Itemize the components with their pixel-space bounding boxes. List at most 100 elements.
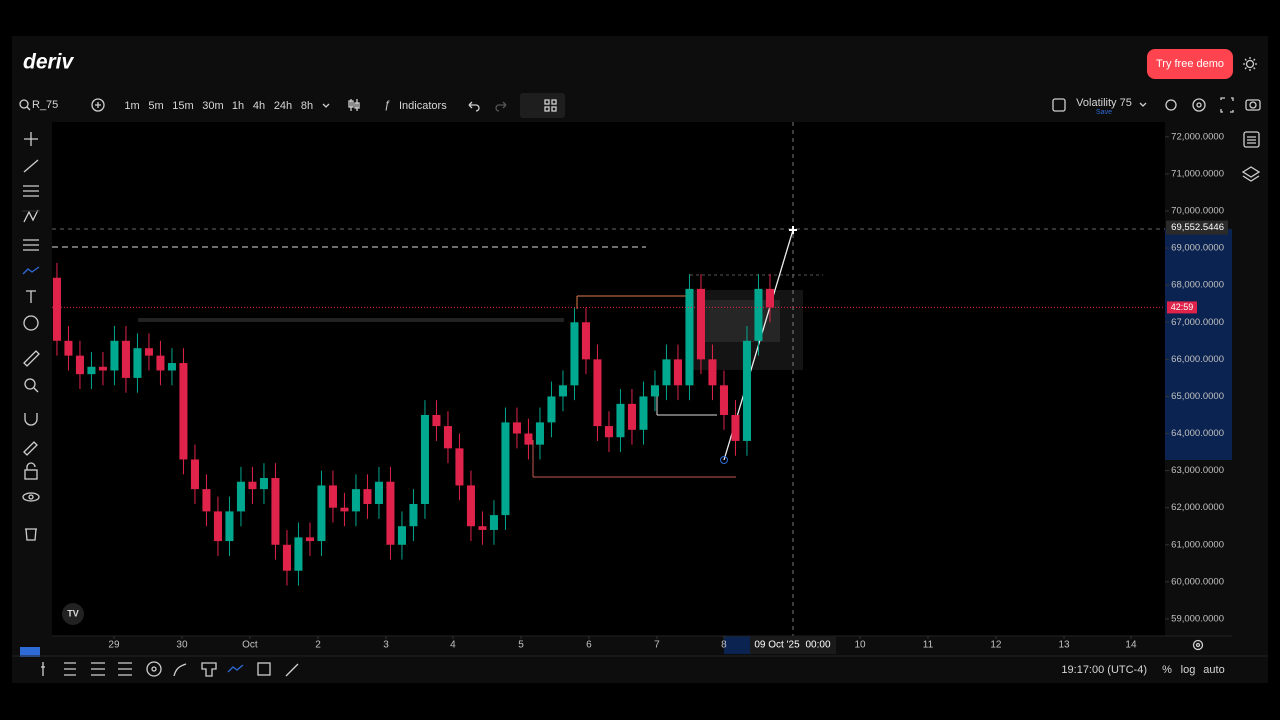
- logo[interactable]: deriv: [23, 51, 75, 74]
- drawing-tools[interactable]: [22, 132, 40, 541]
- candle-body: [156, 355, 165, 371]
- indicators-icon[interactable]: ƒ: [384, 99, 390, 111]
- candle-body: [374, 481, 383, 504]
- crosshair-time: 00:00: [805, 640, 830, 651]
- candle-body: [765, 288, 774, 308]
- candle-body: [616, 403, 625, 438]
- candle-body: [294, 537, 303, 571]
- candle-body: [535, 422, 544, 445]
- candle-body: [64, 340, 73, 356]
- candle-body: [110, 340, 119, 371]
- timeframe-button[interactable]: 1h: [232, 100, 244, 112]
- y-tick-label: 71,000.0000: [1171, 168, 1224, 179]
- save-link[interactable]: Save: [1096, 109, 1112, 116]
- candle-body: [167, 363, 176, 371]
- log-toggle[interactable]: log: [1181, 664, 1196, 676]
- auto-toggle[interactable]: auto: [1203, 664, 1224, 676]
- crosshair-date: 09 Oct '25: [754, 640, 800, 651]
- indicators-button[interactable]: Indicators: [399, 100, 447, 112]
- timeframe-button[interactable]: 30m: [202, 100, 223, 112]
- timeframe-button[interactable]: 1m: [124, 100, 139, 112]
- candle-body: [685, 288, 694, 386]
- candle-body: [225, 511, 234, 542]
- timeframe-button[interactable]: 4h: [253, 100, 265, 112]
- candle-body: [190, 459, 199, 490]
- timeframe-button[interactable]: 15m: [172, 100, 193, 112]
- candle-body: [87, 366, 96, 375]
- candle-body: [731, 414, 740, 441]
- demo-button[interactable]: [1147, 49, 1233, 79]
- x-tick-label: 5: [518, 640, 524, 651]
- candle-body: [708, 359, 717, 386]
- market-name[interactable]: Volatility 75: [1076, 97, 1132, 109]
- candle-body: [466, 485, 475, 527]
- x-tick-label: 29: [108, 640, 120, 651]
- candles: [52, 262, 774, 586]
- tv-logo[interactable]: [62, 603, 84, 625]
- y-tick-label: 63,000.0000: [1171, 465, 1224, 476]
- timeframe-button[interactable]: 24h: [274, 100, 292, 112]
- candle-body: [75, 355, 84, 375]
- candle-body: [397, 526, 406, 545]
- tv-logo-mark[interactable]: TV: [67, 608, 79, 618]
- timeframes: 1m 5m 15m 30m 1h 4h 24h 8h: [124, 100, 330, 112]
- market-dropdown[interactable]: [1139, 102, 1147, 107]
- candle-body: [236, 481, 245, 512]
- checkbox[interactable]: [1052, 98, 1066, 112]
- price-range-highlight: [1165, 229, 1232, 460]
- candle-body: [351, 489, 360, 512]
- candle-body: [202, 489, 211, 512]
- y-tick-label: 65,000.0000: [1171, 391, 1224, 402]
- x-tick-label: 13: [1058, 640, 1070, 651]
- x-tick-label: 10: [854, 640, 866, 651]
- symbol[interactable]: R_75: [32, 99, 58, 111]
- right-tools[interactable]: [1165, 97, 1261, 113]
- candle-body: [133, 348, 142, 378]
- add-compare[interactable]: [91, 98, 105, 112]
- redo: [495, 101, 507, 112]
- crosshair-price-box: [1166, 220, 1228, 235]
- percent-toggle[interactable]: %: [1162, 664, 1172, 676]
- chart-type[interactable]: [348, 99, 360, 111]
- theme-toggle[interactable]: [1243, 57, 1257, 71]
- search-icon[interactable]: [19, 99, 31, 111]
- timeframe-button[interactable]: 5m: [148, 100, 163, 112]
- crosshair-price: 69,552.5446: [1171, 222, 1224, 233]
- y-tick-label: 70,000.0000: [1171, 206, 1224, 217]
- candle-body: [420, 414, 429, 504]
- x-tick-label: 14: [1125, 640, 1137, 651]
- countdown-box: [1167, 301, 1197, 314]
- x-tick-label: Oct: [242, 640, 258, 651]
- collapse-button[interactable]: [20, 647, 40, 657]
- candle-body: [455, 448, 464, 486]
- x-tick-label: 12: [990, 640, 1002, 651]
- candle-body: [121, 340, 130, 378]
- candle-body: [501, 422, 510, 516]
- candle-body: [282, 544, 291, 571]
- demo-button-label[interactable]: Try free demo: [1156, 58, 1224, 70]
- layout-button[interactable]: [520, 93, 565, 118]
- x-tick-label: 4: [450, 640, 456, 651]
- bottom-tools[interactable]: [41, 661, 299, 677]
- y-tick-label: 66,000.0000: [1171, 354, 1224, 365]
- y-tick-label: 59,000.0000: [1171, 613, 1224, 624]
- timeframe-button[interactable]: 8h: [301, 100, 313, 112]
- y-tick-label: 61,000.0000: [1171, 539, 1224, 550]
- candle-body: [363, 489, 372, 504]
- candle-body: [305, 537, 314, 542]
- candle-body: [570, 322, 579, 386]
- axis-settings[interactable]: [1192, 639, 1204, 651]
- undo[interactable]: [468, 101, 480, 112]
- candle-body: [259, 478, 268, 490]
- candle-body: [213, 511, 222, 542]
- candle-body: [581, 322, 590, 360]
- layout-icon[interactable]: [544, 99, 557, 112]
- x-tick-label: 7: [654, 640, 660, 651]
- y-tick-label: 69,000.0000: [1171, 243, 1224, 254]
- candle-body: [248, 481, 257, 490]
- candle-body: [604, 426, 613, 438]
- timeframe-dropdown[interactable]: [322, 103, 330, 108]
- sidebar-icons[interactable]: [1241, 131, 1261, 182]
